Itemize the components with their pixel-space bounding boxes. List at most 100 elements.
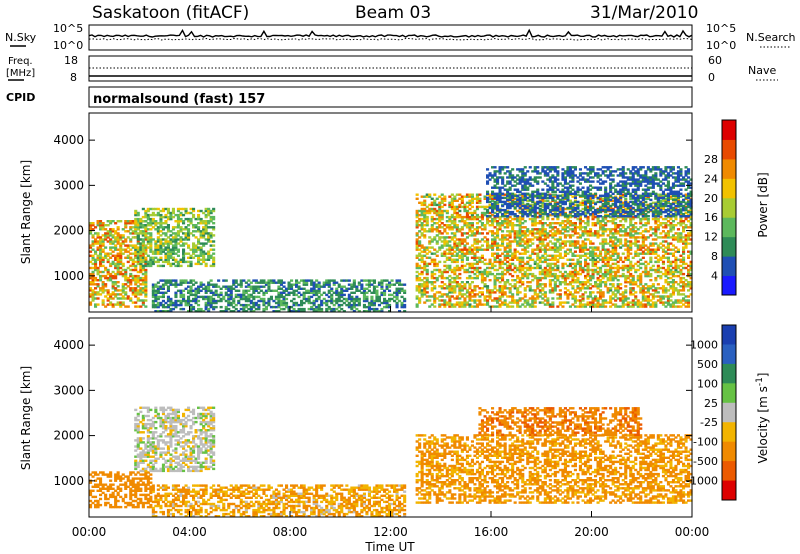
scatter-cell <box>604 281 608 284</box>
scatter-cell <box>372 289 376 292</box>
scatter-cell <box>561 305 565 308</box>
scatter-cell <box>458 287 462 290</box>
scatter-cell <box>287 310 291 313</box>
scatter-cell <box>473 248 477 251</box>
scatter-cell <box>134 236 138 239</box>
scatter-cell <box>207 234 211 237</box>
scatter-cell <box>121 272 125 276</box>
scatter-cell <box>383 279 387 282</box>
scatter-cell <box>573 262 577 266</box>
scatter-cell <box>609 228 613 231</box>
scatter-cell <box>523 301 527 304</box>
scatter-cell <box>503 236 507 239</box>
scatter-cell <box>521 195 525 198</box>
scatter-cell <box>169 240 173 243</box>
scatter-cell <box>576 236 580 239</box>
scatter-cell <box>164 248 168 251</box>
scatter-cell <box>513 248 517 251</box>
scatter-cell <box>536 215 540 219</box>
scatter-cell <box>425 283 429 286</box>
scatter-cell <box>154 256 158 259</box>
scatter-cell <box>176 303 180 307</box>
scatter-cell <box>257 287 261 290</box>
scatter-cell <box>591 256 595 259</box>
scatter-cell <box>538 264 542 268</box>
scatter-cell <box>365 295 369 299</box>
scatter-cell <box>468 297 472 300</box>
scatter-cell <box>189 256 193 259</box>
scatter-cell <box>360 287 364 290</box>
scatter-cell <box>116 262 120 266</box>
scatter-cell <box>111 287 115 290</box>
scatter-cell <box>126 297 130 300</box>
scatter-cell <box>566 272 570 276</box>
scatter-cell <box>609 272 613 276</box>
scatter-cell <box>624 228 628 231</box>
scatter-cell <box>465 226 469 229</box>
scatter-cell <box>606 248 610 251</box>
scatter-cell <box>523 272 527 276</box>
scatter-cell <box>624 279 628 282</box>
scatter-cell <box>453 279 457 282</box>
scatter-cell <box>136 240 140 243</box>
scatter-cell <box>536 252 540 255</box>
scatter-cell <box>134 266 138 270</box>
scatter-cell <box>558 232 562 235</box>
scatter-cell <box>91 244 95 247</box>
scatter-cell <box>486 285 490 288</box>
scatter-cell <box>124 268 128 272</box>
scatter-cell <box>91 281 95 284</box>
scatter-cell <box>516 242 520 245</box>
scatter-cell <box>184 303 188 307</box>
scatter-cell <box>634 240 638 243</box>
scatter-cell <box>144 248 148 251</box>
scatter-cell <box>204 207 208 211</box>
scatter-cell <box>96 297 100 300</box>
scatter-cell <box>589 252 593 255</box>
scatter-cell <box>538 256 542 259</box>
scatter-cell <box>440 272 444 276</box>
scatter-cell <box>438 268 442 272</box>
scatter-cell <box>611 279 615 282</box>
scatter-cell <box>438 260 442 264</box>
scatter-cell <box>659 242 663 245</box>
scatter-cell <box>310 295 314 299</box>
scatter-cell <box>184 281 188 284</box>
scatter-cell <box>99 252 103 255</box>
scatter-cell <box>541 276 545 280</box>
scatter-cell <box>423 246 427 249</box>
scatter-cell <box>202 258 206 261</box>
scatter-cell <box>631 226 635 229</box>
scatter-cell <box>661 295 665 298</box>
scatter-cell <box>543 256 547 259</box>
scatter-cell <box>629 197 633 200</box>
scatter-cell <box>279 307 283 311</box>
scatter-cell <box>528 258 532 261</box>
scatter-cell <box>292 297 296 301</box>
scatter-cell <box>290 299 294 303</box>
scatter-cell <box>320 307 324 311</box>
scatter-cell <box>267 281 271 284</box>
scatter-cell <box>551 266 555 270</box>
scatter-cell <box>320 285 324 288</box>
scatter-cell <box>242 303 246 307</box>
scatter-cell <box>450 281 454 284</box>
scatter-cell <box>365 310 369 313</box>
scatter-cell <box>546 236 550 239</box>
scatter-cell <box>119 260 123 264</box>
scatter-cell <box>483 272 487 276</box>
scatter-cell <box>415 240 419 243</box>
scatter-cell <box>644 274 648 278</box>
scatter-cell <box>164 242 168 245</box>
scatter-cell <box>430 197 434 200</box>
scatter-cell <box>651 264 655 268</box>
scatter-cell <box>415 244 419 247</box>
scatter-cell <box>101 301 105 304</box>
scatter-cell <box>161 248 165 251</box>
scatter-cell <box>247 285 251 288</box>
scatter-cell <box>516 240 520 243</box>
scatter-cell <box>274 281 278 284</box>
scatter-cell <box>453 217 457 221</box>
scatter-cell <box>475 201 479 204</box>
scatter-cell <box>491 232 495 235</box>
